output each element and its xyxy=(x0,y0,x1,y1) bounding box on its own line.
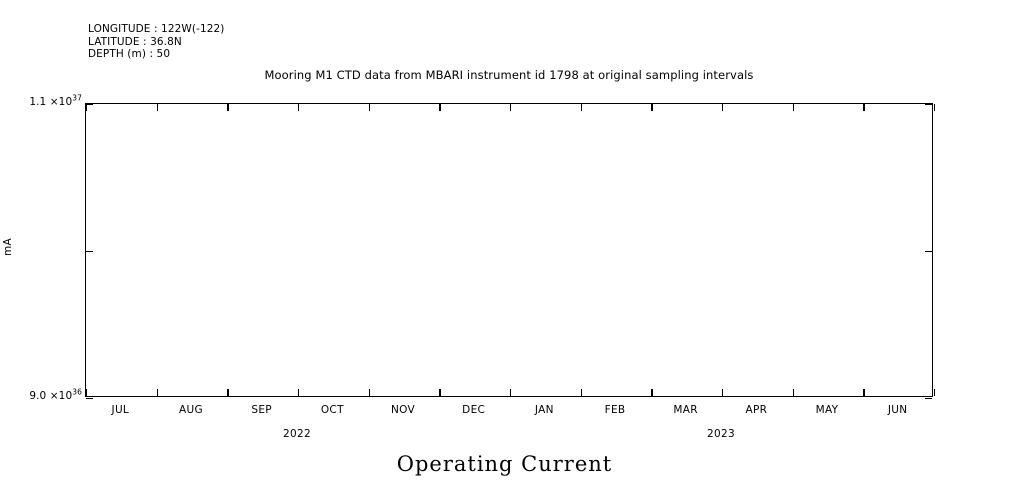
x-axis-tick xyxy=(510,104,512,111)
x-axis-tick-label: DEC xyxy=(462,404,486,416)
metadata-latitude: LATITUDE : 36.8N xyxy=(88,35,182,48)
x-axis-tick-label: MAR xyxy=(673,404,698,416)
x-axis-tick xyxy=(156,389,158,396)
x-axis-tick xyxy=(227,389,229,396)
x-axis-tick xyxy=(368,389,370,396)
metadata-longitude: LONGITUDE : 122W(-122) xyxy=(88,23,225,35)
x-axis-tick xyxy=(863,104,865,111)
x-axis-group-labels: 2022 2023 xyxy=(0,428,1009,444)
x-axis-tick xyxy=(298,389,300,396)
x-axis-group-label: 2023 xyxy=(707,428,735,440)
y-axis-tick xyxy=(925,104,932,106)
x-axis-tick xyxy=(86,104,88,111)
x-axis-tick xyxy=(86,389,88,396)
x-axis-tick xyxy=(227,104,229,111)
y-axis-tick xyxy=(86,104,93,106)
x-axis-tick-label: FEB xyxy=(604,404,626,416)
y-axis-tick xyxy=(86,398,93,400)
x-axis-tick-label: SEP xyxy=(251,404,272,416)
x-axis-tick xyxy=(580,389,582,396)
y-axis-tick xyxy=(925,398,932,400)
y-axis-title: mA xyxy=(2,238,14,257)
x-axis-tick xyxy=(439,104,441,111)
y-axis-tick xyxy=(925,251,932,253)
x-axis-tick-labels: JUL AUG SEP OCT NOV DEC JAN FEB MAR APR MAY JUN xyxy=(0,404,1009,420)
x-axis-tick-label: JUN xyxy=(887,404,908,416)
x-axis-tick xyxy=(651,389,653,396)
x-axis-tick xyxy=(510,389,512,396)
x-axis-tick-label: OCT xyxy=(320,404,344,416)
plot-area xyxy=(85,103,936,400)
x-axis-tick xyxy=(368,104,370,111)
x-axis-tick xyxy=(792,389,794,396)
x-axis-tick xyxy=(580,104,582,111)
y-axis-tick-label: 1.1 ×1037 xyxy=(29,93,82,108)
metadata-block: LONGITUDE : 122W(-122) LATITUDE : 36.8N … xyxy=(88,23,225,61)
x-axis-tick xyxy=(298,104,300,111)
x-axis-tick-label: JAN xyxy=(534,404,554,416)
metadata-depth: DEPTH (m) : 50 xyxy=(88,48,171,61)
y-axis-tick-label: 9.0 ×1036 xyxy=(29,387,82,402)
x-axis-tick xyxy=(792,104,794,111)
x-axis-tick-label: MAY xyxy=(815,404,839,416)
x-axis-tick xyxy=(156,104,158,111)
x-axis-tick xyxy=(439,389,441,396)
y-axis-tick-labels: 1.1 ×1037 9.0 ×1036 xyxy=(0,0,82,504)
x-axis-tick xyxy=(651,104,653,111)
x-axis-tick xyxy=(722,104,724,111)
x-axis-tick-label: NOV xyxy=(390,404,416,416)
x-axis-tick xyxy=(934,389,936,396)
x-axis-tick-label: AUG xyxy=(179,404,203,416)
figure-caption: Operating Current xyxy=(396,452,613,476)
x-axis-tick xyxy=(863,389,865,396)
x-axis-group-label: 2022 xyxy=(283,428,311,440)
x-axis-tick xyxy=(934,104,936,111)
x-axis-tick-label: JUL xyxy=(111,404,130,416)
x-axis-tick xyxy=(722,389,724,396)
x-axis-tick-label: APR xyxy=(745,404,768,416)
y-axis-tick xyxy=(86,251,93,253)
chart-title: Mooring M1 CTD data from MBARI instrumen… xyxy=(264,68,754,82)
